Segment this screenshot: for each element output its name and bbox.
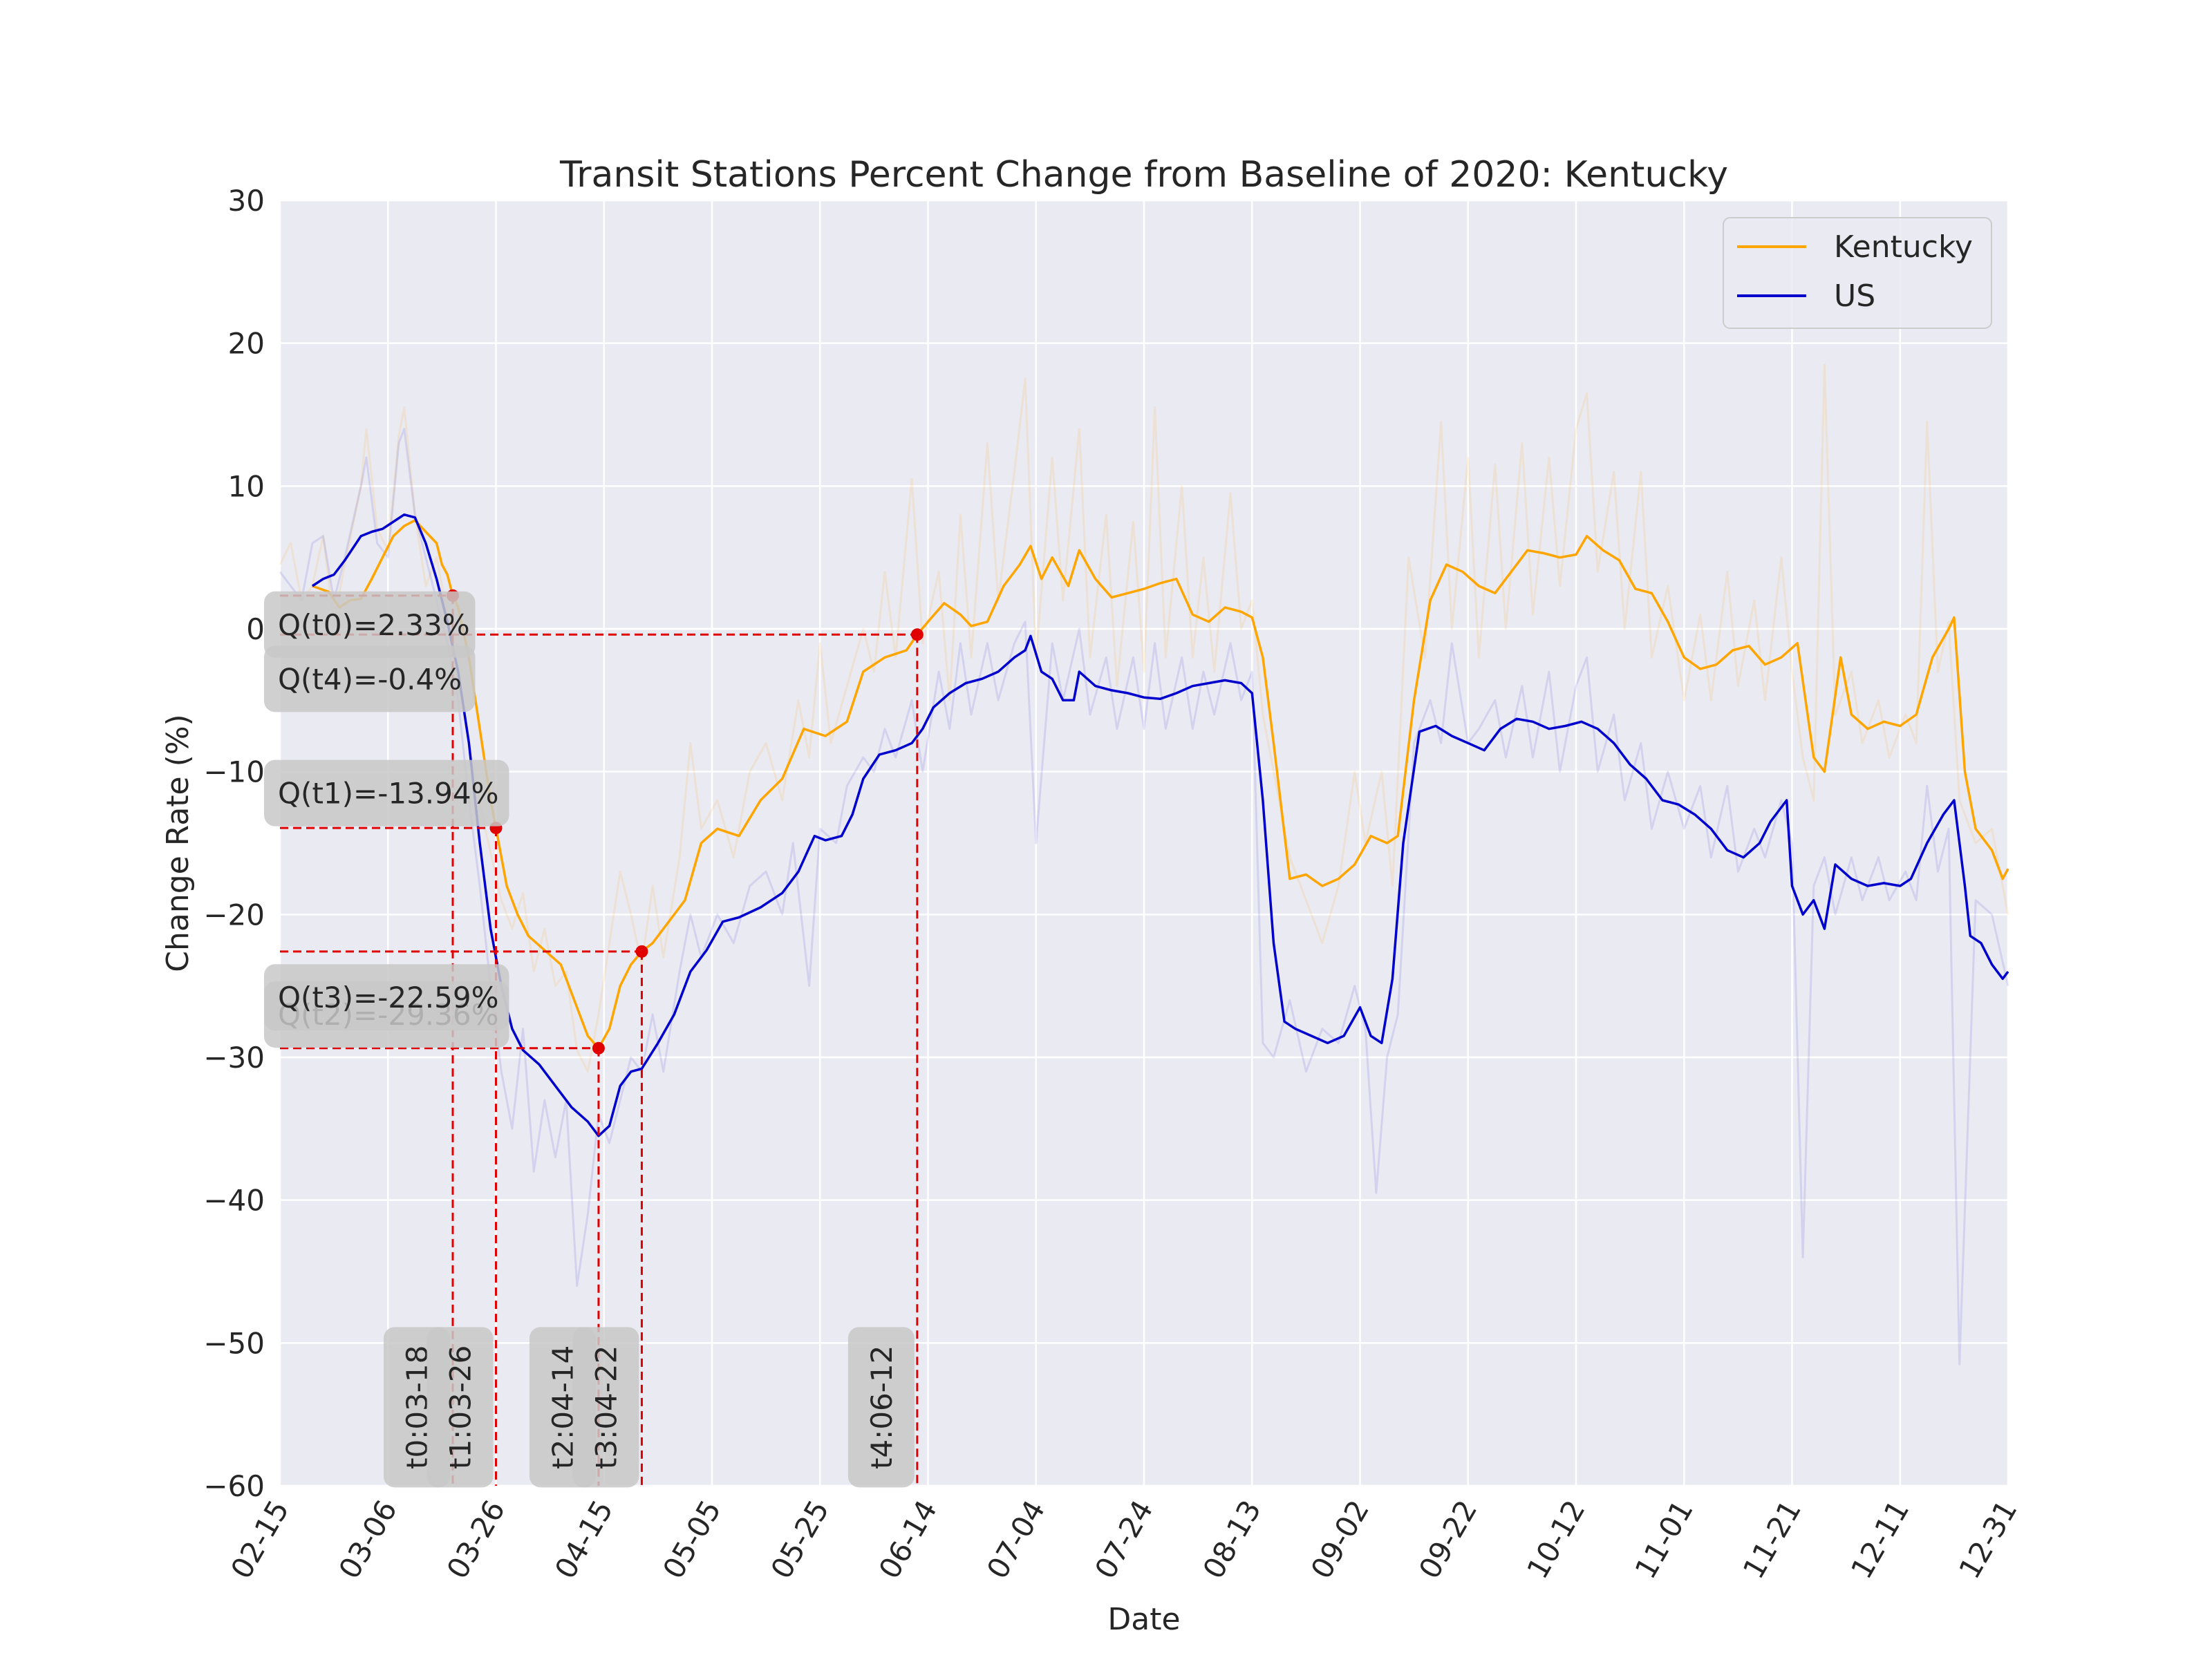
annotation-point-t3: [635, 945, 648, 958]
y-tick-label: −40: [203, 1184, 265, 1218]
value-label-box-t4: [264, 645, 476, 712]
value-label-box-t3: [264, 964, 509, 1031]
raw-series: [279, 363, 2009, 1366]
legend-label-kentucky: Kentucky: [1834, 229, 1973, 265]
value-label-t0: Q(t0)=2.33%: [278, 608, 470, 642]
smoothed-series: [311, 513, 2009, 1137]
value-label-t1: Q(t1)=-13.94%: [278, 777, 499, 811]
y-tick-label: −10: [203, 755, 265, 789]
date-label-group-t1: t1:03-26: [427, 1327, 494, 1488]
date-label-box-t1: [427, 1327, 494, 1488]
raw-series-line-us: [279, 428, 2009, 1366]
legend: Kentucky US: [1723, 217, 1992, 329]
x-axis-label: Date: [1107, 1602, 1180, 1637]
y-tick-label: −30: [203, 1041, 265, 1075]
series-line-us: [311, 513, 2009, 1137]
y-tick-label: 0: [246, 612, 265, 646]
date-label-t3: t3:04-22: [589, 1345, 623, 1469]
annotation-point-t4: [910, 628, 924, 641]
date-label-box-t3: [572, 1327, 639, 1488]
raw-series-line-kentucky: [279, 363, 2009, 1073]
legend-label-us: US: [1834, 278, 1875, 314]
y-axis-label: Change Rate (%): [160, 714, 196, 972]
annotation-point-t2: [592, 1041, 605, 1055]
y-tick-label: −60: [203, 1469, 265, 1503]
date-label-t4: t4:06-12: [865, 1345, 899, 1469]
value-label-t4: Q(t4)=-0.4%: [278, 662, 462, 696]
y-tick-label: 30: [228, 184, 265, 218]
y-tick-label: 10: [228, 469, 265, 503]
date-label-box-t4: [847, 1327, 915, 1488]
date-label-t1: t1:03-26: [444, 1345, 478, 1469]
y-tick-label: −50: [203, 1326, 265, 1360]
series-line-kentucky: [312, 519, 2009, 1050]
date-label-group-t3: t3:04-22: [572, 1327, 639, 1488]
value-label-t3: Q(t3)=-22.59%: [278, 981, 499, 1014]
value-label-box-t1: [264, 759, 509, 827]
y-tick-label: 20: [228, 327, 265, 361]
grid: [279, 199, 2009, 1487]
annotation-labels: Q(t0)=2.33%t0:03-18Q(t1)=-13.94%t1:03-26…: [264, 591, 915, 1488]
date-label-group-t4: t4:06-12: [847, 1327, 915, 1488]
value-label-box-t0: [264, 591, 476, 658]
y-tick-label: −20: [203, 898, 265, 932]
chart-title: Transit Stations Percent Change from Bas…: [559, 154, 1728, 196]
